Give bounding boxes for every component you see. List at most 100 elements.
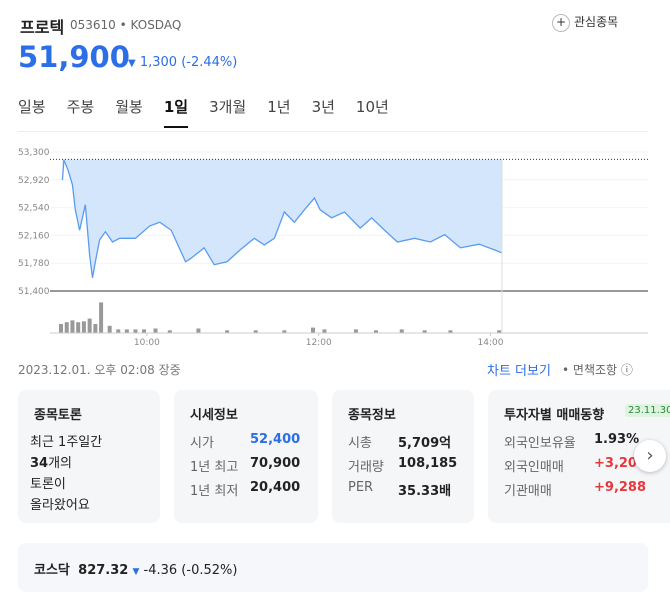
y-tick-label: 51,780 (18, 259, 50, 269)
disclaimer-label: 면책조항 (572, 363, 618, 377)
volume-bar (81, 321, 86, 333)
down-arrow: ▼ (132, 567, 140, 577)
row-value: 108,185 (398, 456, 458, 471)
volume-bar (373, 330, 378, 333)
chart: 53,300 52,920 52,540 52,160 51,780 51,400 10:0… (18, 148, 648, 348)
card-title: 시세정보 (190, 408, 238, 423)
price: 51,900 (18, 40, 130, 74)
line: 개의 (48, 456, 73, 471)
change-pct: (-2.44%) (181, 55, 238, 70)
price-line (61, 159, 503, 278)
y-tick-label: 51,400 (18, 287, 50, 297)
volume-bar (76, 322, 81, 333)
tab[interactable]: 1일 (163, 96, 189, 128)
card[interactable]: 종목정보 시총 5,709억 거래량 108,185 PER 35.33배 (332, 390, 474, 523)
volume-bar (153, 328, 158, 333)
row-label: 1년 최저 (190, 484, 239, 499)
watch-button[interactable]: + 관심종목 (552, 13, 618, 32)
volume-bar (99, 302, 104, 333)
tab[interactable]: 주봉 (66, 98, 95, 116)
volume-bar (59, 324, 63, 333)
index-info: 코스닥 827.32 ▼ -4.36 (-0.52%) (34, 559, 237, 578)
tab[interactable]: 3개월 (209, 98, 247, 116)
row-label: 기관매매 (504, 484, 552, 499)
change-value: 1,300 (139, 55, 178, 70)
timestamp: 2023.12.01. 오후 02:08 장중 (18, 363, 181, 377)
y-tick-label: 53,300 (18, 148, 50, 158)
change: ▼ 1,300 (-2.44%) (128, 55, 237, 70)
x-tick-label: 14:00 (478, 338, 504, 348)
y-tick-label: 52,540 (18, 204, 50, 214)
y-tick-label: 52,920 (18, 176, 50, 186)
badge: 23.11.30 (625, 404, 670, 417)
volume-bar (448, 330, 453, 333)
stock-code: 053610 • KOSDAQ (70, 18, 182, 32)
volume-bar (310, 327, 315, 333)
row-value: 70,900 (250, 456, 301, 471)
row-value: 52,400 (250, 432, 301, 447)
down-arrow: ▼ (128, 58, 136, 69)
volume-bar (322, 329, 327, 333)
volume-bar (253, 330, 258, 333)
next-button[interactable]: › (634, 440, 666, 472)
volume-bar (225, 330, 230, 333)
code: 053610 (70, 18, 116, 32)
row-value: +3,20 (594, 456, 637, 471)
volume-bar (353, 329, 358, 333)
market: KOSDAQ (130, 18, 182, 32)
volume-bar (70, 320, 75, 333)
card-title: 투자자별 매매동향 (504, 408, 605, 423)
volume-bar (196, 328, 201, 333)
x-tick-label: 10:00 (134, 338, 160, 348)
row-label: 외국인보유율 (504, 436, 576, 451)
tab[interactable]: 월봉 (115, 98, 143, 116)
row-label: 시총 (348, 436, 372, 451)
line: 토론이 (30, 477, 66, 492)
row-label: 외국인매매 (504, 460, 564, 475)
tab[interactable]: 일봉 (18, 98, 46, 116)
tab[interactable]: 10년 (355, 98, 389, 116)
row-value: 1.93% (594, 432, 640, 447)
volume-bar (107, 325, 112, 333)
plus-icon: + (552, 14, 570, 32)
tab[interactable]: 3년 (311, 98, 335, 116)
index-bar[interactable]: 코스닥 827.32 ▼ -4.36 (-0.52%) (18, 543, 648, 592)
row-label: 1년 최고 (190, 460, 239, 475)
index-value: 827.32 (78, 563, 129, 578)
count: 34 (30, 456, 49, 471)
volume-bar (116, 329, 121, 333)
chart-more[interactable]: 차트 더보기 (487, 364, 551, 379)
row-value: 35.33배 (398, 484, 452, 499)
disclaimer[interactable]: • 면책조항 ⓘ (562, 363, 633, 377)
y-tick-label: 52,160 (18, 231, 50, 241)
watch-label: 관심종목 (574, 15, 619, 29)
index-name: 코스닥 (34, 563, 70, 578)
volume-bar (167, 330, 172, 333)
card[interactable]: 시세정보 시가 52,400 1년 최고 70,900 1년 최저 20,400 (174, 390, 318, 523)
period-tabs: 일봉 주봉 월봉 1일 3개월 1년 3년 10년 (18, 96, 389, 128)
card-title: 종목토론 (34, 408, 82, 423)
volume-bar (282, 330, 287, 333)
card-text: 최근 1주일간 34개의 토론이 올라왔어요 (30, 432, 102, 516)
volume-bar (497, 330, 502, 333)
index-change: -4.36 (-0.52%) (143, 563, 238, 578)
stock-name: 프로텍 (20, 18, 65, 37)
volume-bar (133, 329, 138, 333)
card[interactable]: 종목토론 최근 1주일간 34개의 토론이 올라왔어요 (18, 390, 160, 523)
divider (18, 131, 648, 132)
tab[interactable]: 1년 (267, 98, 291, 116)
area-fill (62, 159, 502, 278)
row-value: 5,709억 (398, 436, 452, 451)
card-title: 종목정보 (348, 408, 396, 423)
volume-bar (124, 329, 129, 333)
line: 올라왔어요 (30, 498, 90, 513)
volume-bar (422, 330, 427, 333)
volume-bar (93, 324, 98, 333)
card[interactable]: 투자자별 매매동향 23.11.30 외국인보유율 1.93% 외국인매매 +3,20 기… (488, 390, 670, 523)
x-tick-label: 12:00 (306, 338, 332, 348)
volume-bar (87, 318, 92, 333)
volume-bar (142, 329, 147, 333)
volume-bar (399, 329, 404, 333)
volume-bar (64, 322, 69, 333)
